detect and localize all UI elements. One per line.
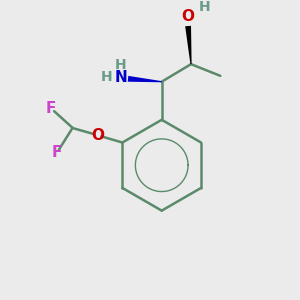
Text: F: F	[45, 101, 56, 116]
Text: F: F	[51, 145, 62, 160]
Polygon shape	[128, 76, 162, 82]
Polygon shape	[185, 26, 192, 64]
Text: O: O	[91, 128, 104, 143]
Text: H: H	[101, 70, 113, 84]
Text: N: N	[114, 70, 127, 85]
Text: O: O	[182, 9, 195, 24]
Text: H: H	[198, 0, 210, 14]
Text: H: H	[115, 58, 127, 72]
